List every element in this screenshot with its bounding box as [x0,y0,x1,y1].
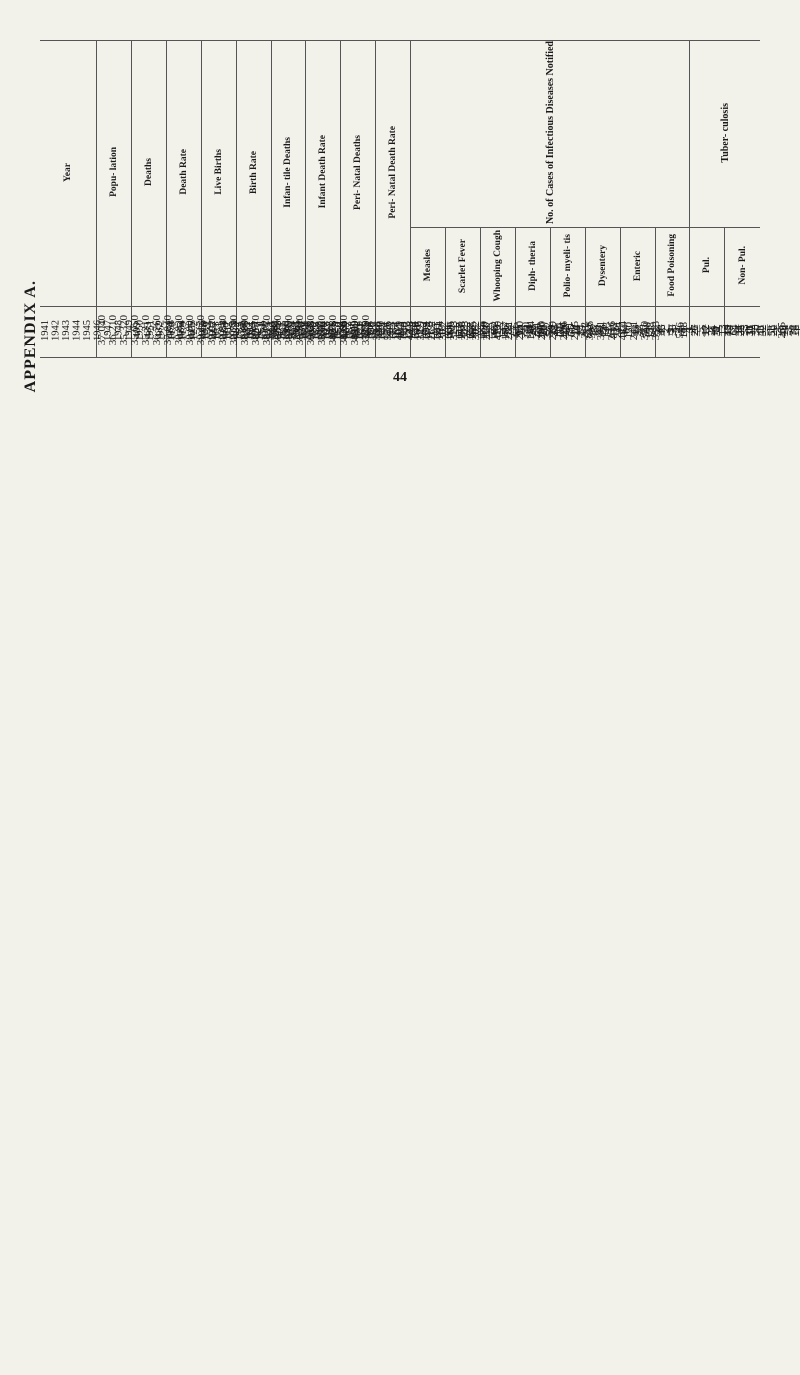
page-number: 44 [40,370,760,386]
row-dys: — — — — — — 5 — 3 3 5 21 13 64 33 30 — 3… [585,307,620,358]
col-ent: Enteric [633,251,643,281]
col-births: Live Births [214,149,224,195]
col-perirt: Peri- Natal Death Rate [388,126,398,219]
row-measles: 376 299 291 306 117 218 385 522 142 375 … [411,307,446,358]
col-deathrate: Death Rate [179,149,189,195]
col-inftd: Infan- tile Deaths [283,137,293,208]
col-polio: Polio- myeli- tis [563,234,573,297]
row-polio: — 2 — 1 — — 7 — 2 — 2 2 4 — 3 — 3 — — — … [550,307,585,358]
statistics-table: Year Popu- lation Deaths Death Rate Live… [40,40,760,358]
group-notified: No. of Cases of Infectious Diseases Noti… [545,41,556,224]
col-nonpul: Non- Pul. [738,246,748,285]
col-inftrt: Infant Death Rate [318,135,328,208]
row-pul: 26 17 31 45 34 33 43 53 40 79 62 39 32 2… [690,307,725,358]
col-dys: Dysentery [598,245,608,286]
row-pop: 37,040 36,210 35,320 35,050 35,310 36,76… [97,307,132,358]
col-pop: Popu- lation [109,147,119,197]
col-scarlet: Scarlet Fever [458,239,468,293]
table-header: Year Popu- lation Deaths Death Rate Live… [40,41,760,307]
col-whoop: Whooping Cough [493,230,503,302]
col-pul: Pul. [702,257,712,273]
row-scarlet: 47 83 62 15 48 41 64 111 52 59 24 61 45 … [446,307,481,358]
row-diph: 18 18 29 33 13 14 1 2 1 — — 1 — — — — — … [515,307,550,358]
col-measles: Measles [423,249,433,281]
col-foodp: Food Poisoning [667,234,677,297]
row-foodp: — — — — — 2 — — 1 1 1 255 32 23 16 1 3 —… [655,307,690,358]
col-diph: Diph- theria [528,241,538,291]
row-nonpul: 13 22 12 32 20 14 16 19 9 12 14 8 8 11 —… [725,307,760,358]
row-peri_rt: — — — — — — — — — — — — — — — — — — — 39… [376,307,411,358]
row-year: 1941 1942 1943 1944 1945 1946 1947 1948 … [40,307,97,358]
col-birthrate: Birth Rate [249,151,259,194]
appendix-title: APPENDIX A. [22,280,40,392]
row-ent: — — — — 1 — — — — — — — — — — — — — — — … [620,307,655,358]
col-perid: Peri- Natal Deaths [353,135,363,210]
col-year: Year [63,163,73,182]
group-tb: Tuber- culosis [720,103,731,163]
col-deaths: Deaths [144,158,154,186]
row-whoop: 120 75 72 65 11 108 29 104 19 212 85 143… [480,307,515,358]
table-body: 1941 1942 1943 1944 1945 1946 1947 1948 … [40,307,760,358]
